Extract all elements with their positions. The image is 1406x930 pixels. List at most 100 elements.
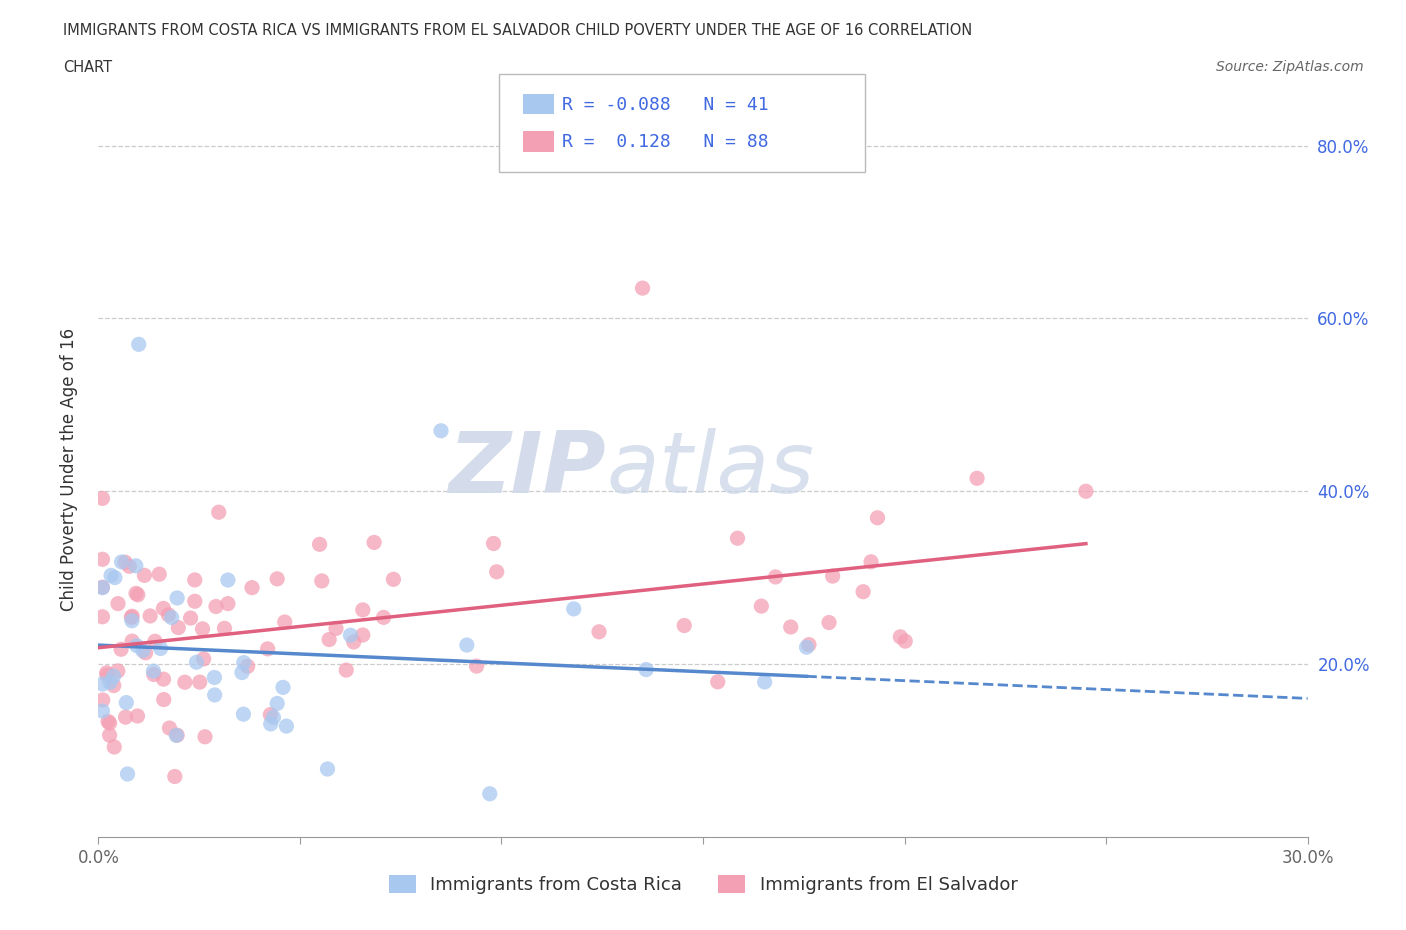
- Point: [260, 716, 283, 731]
- Point: [120, 610, 142, 625]
- Point: [121, 633, 143, 648]
- Point: [382, 572, 405, 587]
- Point: [231, 665, 253, 680]
- Point: [271, 680, 294, 695]
- Point: [818, 615, 841, 630]
- Point: [308, 537, 330, 551]
- Point: [132, 644, 155, 658]
- Point: [152, 601, 174, 616]
- Point: [149, 641, 172, 656]
- Point: [142, 667, 165, 682]
- Point: [110, 642, 132, 657]
- Point: [727, 531, 749, 546]
- Point: [91, 491, 114, 506]
- Point: [110, 554, 132, 569]
- Point: [456, 638, 478, 653]
- Point: [139, 608, 162, 623]
- Point: [184, 573, 207, 588]
- Point: [797, 637, 820, 652]
- Point: [966, 471, 988, 485]
- Point: [91, 693, 114, 708]
- Point: [114, 555, 136, 570]
- Point: [266, 571, 288, 586]
- Point: [779, 619, 801, 634]
- Point: [91, 703, 114, 718]
- Point: [142, 664, 165, 679]
- Point: [204, 670, 226, 684]
- Point: [98, 675, 121, 690]
- Point: [706, 674, 728, 689]
- Point: [208, 505, 231, 520]
- Point: [266, 696, 288, 711]
- Point: [276, 719, 298, 734]
- Point: [796, 640, 818, 655]
- Point: [262, 710, 284, 724]
- Point: [311, 574, 333, 589]
- Point: [259, 707, 281, 722]
- Point: [352, 603, 374, 618]
- Point: [103, 669, 125, 684]
- Point: [866, 511, 889, 525]
- Point: [482, 536, 505, 551]
- Point: [167, 620, 190, 635]
- Text: ZIP: ZIP: [449, 428, 606, 512]
- Point: [194, 729, 217, 744]
- Point: [217, 573, 239, 588]
- Point: [191, 621, 214, 636]
- Point: [478, 787, 501, 802]
- Point: [485, 565, 508, 579]
- Point: [240, 580, 263, 595]
- Text: IMMIGRANTS FROM COSTA RICA VS IMMIGRANTS FROM EL SALVADOR CHILD POVERTY UNDER TH: IMMIGRANTS FROM COSTA RICA VS IMMIGRANTS…: [63, 23, 973, 38]
- Point: [121, 613, 143, 628]
- Point: [562, 602, 585, 617]
- Text: R = -0.088   N = 41: R = -0.088 N = 41: [562, 96, 769, 113]
- Point: [673, 618, 696, 633]
- Point: [121, 609, 143, 624]
- Text: Source: ZipAtlas.com: Source: ZipAtlas.com: [1216, 60, 1364, 74]
- Point: [97, 714, 120, 729]
- Point: [217, 596, 239, 611]
- Point: [91, 579, 114, 594]
- Point: [125, 638, 148, 653]
- Point: [232, 655, 254, 670]
- Point: [631, 281, 654, 296]
- Point: [91, 677, 114, 692]
- Point: [127, 709, 149, 724]
- Point: [98, 728, 121, 743]
- Point: [103, 739, 125, 754]
- Point: [91, 551, 114, 566]
- Point: [193, 652, 215, 667]
- Text: atlas: atlas: [606, 428, 814, 512]
- Point: [232, 707, 254, 722]
- Point: [318, 632, 340, 647]
- Point: [127, 588, 149, 603]
- Point: [135, 645, 157, 660]
- Point: [152, 692, 174, 707]
- Point: [96, 665, 118, 680]
- Point: [256, 642, 278, 657]
- Point: [894, 633, 917, 648]
- Point: [134, 568, 156, 583]
- Point: [165, 728, 187, 743]
- Point: [160, 610, 183, 625]
- Point: [754, 674, 776, 689]
- Point: [430, 423, 453, 438]
- Point: [98, 716, 121, 731]
- Point: [166, 591, 188, 605]
- Point: [91, 609, 114, 624]
- Point: [205, 599, 228, 614]
- Legend: Immigrants from Costa Rica, Immigrants from El Salvador: Immigrants from Costa Rica, Immigrants f…: [381, 868, 1025, 901]
- Point: [274, 615, 297, 630]
- Point: [100, 568, 122, 583]
- Point: [636, 662, 658, 677]
- Point: [166, 728, 188, 743]
- Point: [765, 569, 787, 584]
- Point: [148, 566, 170, 581]
- Point: [96, 668, 118, 683]
- Point: [180, 611, 202, 626]
- Point: [352, 628, 374, 643]
- Point: [125, 558, 148, 573]
- Point: [588, 624, 610, 639]
- Point: [163, 769, 186, 784]
- Point: [204, 687, 226, 702]
